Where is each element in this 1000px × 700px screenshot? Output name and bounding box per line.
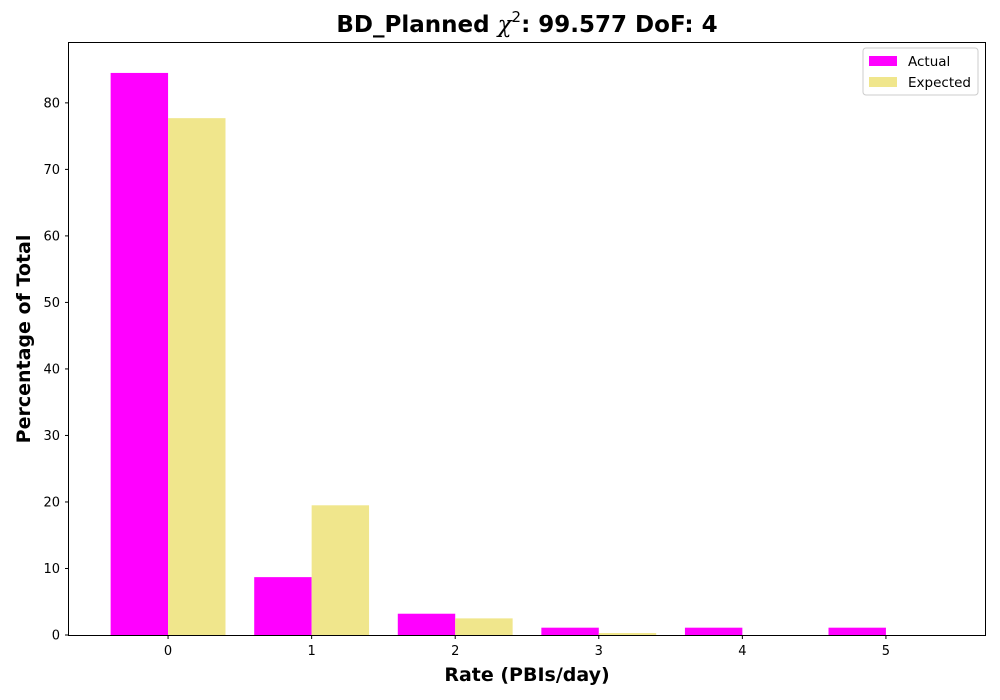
y-tick-label: 0	[52, 629, 60, 644]
bar-actual-1	[254, 577, 312, 635]
legend-swatch-expected	[869, 77, 897, 87]
chart-title-suffix: : 99.577 DoF: 4	[521, 12, 718, 38]
legend-label-actual: Actual	[908, 54, 950, 70]
x-tick-label: 4	[738, 644, 746, 659]
bar-actual-0	[110, 72, 169, 635]
bar-actual-5	[828, 627, 886, 635]
bar-expected-2	[455, 618, 513, 635]
x-tick-label: 1	[307, 644, 315, 659]
bar-actual-2	[397, 613, 456, 635]
y-tick-label: 60	[43, 229, 60, 244]
legend-label-expected: Expected	[908, 75, 971, 91]
legend-swatch-actual	[869, 56, 897, 66]
x-tick-label: 0	[164, 644, 172, 659]
chart-title: BD_Planned χ2: 99.577 DoF: 4	[336, 8, 717, 38]
y-tick-label: 10	[43, 562, 60, 577]
legend: Actual Expected	[862, 47, 979, 96]
y-tick-label: 30	[43, 429, 60, 444]
chart-title-prefix: BD_Planned	[336, 12, 497, 38]
bars-group	[110, 72, 886, 635]
plot-frame	[68, 42, 986, 636]
x-tick-label: 2	[451, 644, 459, 659]
chart-title-exponent: 2	[512, 8, 522, 26]
y-tick-label: 40	[43, 362, 60, 377]
y-tick-label: 20	[43, 495, 60, 510]
x-tick-label: 3	[595, 644, 603, 659]
bar-expected-3	[598, 633, 657, 635]
y-axis-label: Percentage of Total	[13, 235, 35, 444]
chart-title-chi: χ	[496, 12, 514, 38]
x-axis-label: Rate (PBIs/day)	[444, 664, 609, 686]
bar-actual-4	[684, 627, 743, 635]
y-tick-label: 70	[43, 163, 60, 178]
bar-actual-3	[541, 627, 599, 635]
x-tick-label: 5	[882, 644, 890, 659]
y-tick-label: 50	[43, 296, 60, 311]
bar-expected-0	[168, 118, 226, 635]
y-tick-label: 80	[43, 96, 60, 111]
bar-expected-1	[311, 505, 370, 635]
